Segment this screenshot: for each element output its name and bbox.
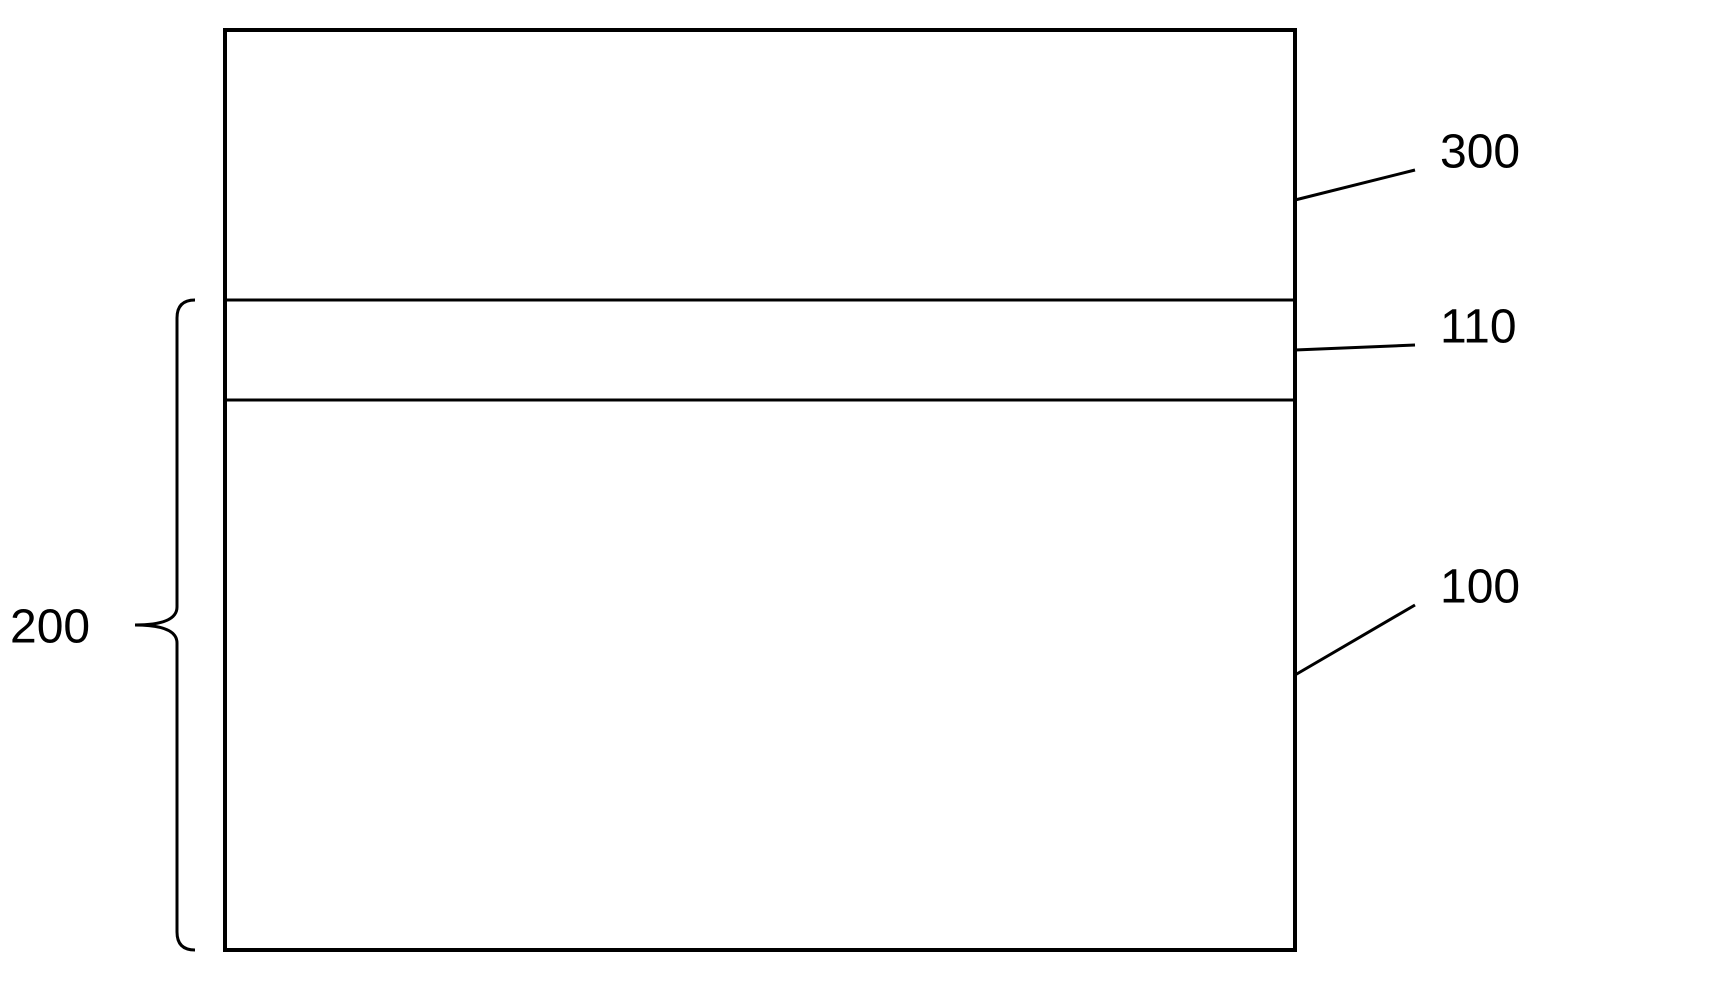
label-300: 300 [1440,126,1520,179]
leader-line [1295,605,1415,675]
outer-rect [225,30,1295,950]
layer-boundaries [225,300,1295,400]
label-100: 100 [1440,561,1520,614]
label-110: 110 [1440,301,1517,354]
brace-200 [135,300,195,950]
diagram-svg: 300 110 100 200 [0,0,1710,982]
label-200: 200 [10,601,90,654]
leader-line [1295,345,1415,350]
leader-line [1295,170,1415,200]
leader-lines [1295,170,1415,675]
